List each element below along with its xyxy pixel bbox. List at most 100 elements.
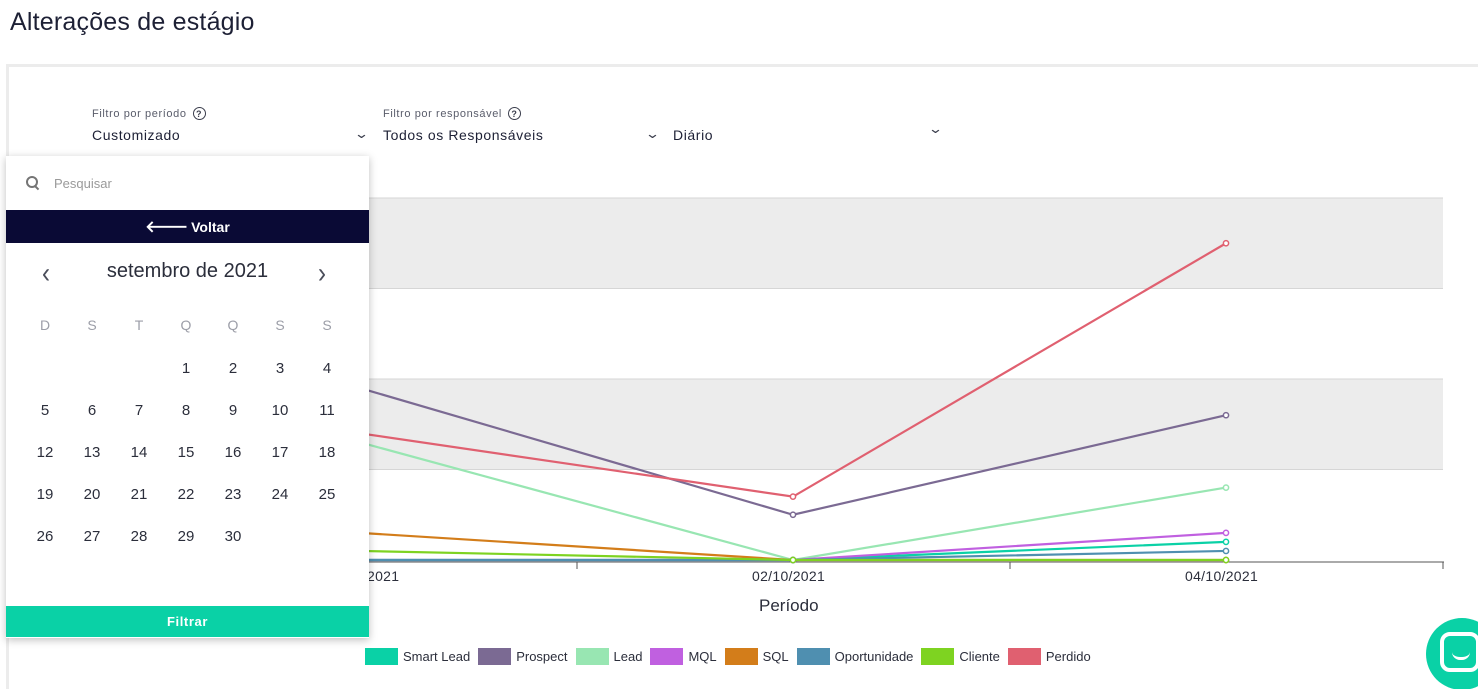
weekday-header: Q	[227, 317, 239, 333]
weekday-header: Q	[180, 317, 192, 333]
series-perdido	[359, 239, 1230, 500]
legend-swatch	[478, 648, 512, 665]
calendar-day[interactable]: 8	[181, 402, 191, 419]
series-prospect	[359, 386, 1230, 519]
period-filter-value[interactable]: Customizado	[92, 127, 181, 143]
calendar-day[interactable]: 3	[275, 360, 285, 377]
calendar-day[interactable]: 29	[177, 528, 195, 545]
responsible-filter-value[interactable]: Todos os Responsáveis	[383, 127, 544, 143]
responsible-filter-label: Filtro por responsável	[383, 107, 502, 120]
legend-item[interactable]: Lead	[575, 648, 643, 665]
period-filter-label: Filtro por período	[92, 107, 187, 120]
legend-item[interactable]: MQL	[650, 648, 717, 665]
calendar-day[interactable]: 11	[319, 402, 335, 419]
back-button[interactable]: 🡐 Voltar	[6, 210, 369, 243]
chevron-right-icon[interactable]: ›	[318, 257, 326, 290]
data-point[interactable]	[1222, 529, 1230, 537]
calendar-day[interactable]: 12	[36, 444, 54, 461]
legend-label: Lead	[613, 649, 643, 664]
chevron-left-icon[interactable]: ‹	[42, 257, 50, 290]
chevron-down-icon[interactable]: ⌄	[644, 126, 661, 141]
data-point[interactable]	[1222, 547, 1230, 555]
calendar-day[interactable]: 27	[83, 528, 101, 545]
calendar-day[interactable]: 16	[224, 444, 242, 461]
calendar-day[interactable]: 7	[134, 402, 144, 419]
calendar-day[interactable]: 24	[271, 486, 289, 503]
legend-swatch	[575, 648, 609, 665]
calendar-day[interactable]: 30	[224, 528, 242, 545]
month-navigation: ‹ setembro de 2021 ›	[6, 254, 369, 294]
chevron-down-icon[interactable]: ⌄	[927, 121, 944, 136]
search-input[interactable]	[54, 175, 334, 191]
legend-label: Perdido	[1045, 649, 1091, 664]
calendar-day[interactable]: 9	[228, 402, 238, 419]
question-circle-icon[interactable]: ?	[507, 107, 521, 120]
weekday-header: S	[322, 317, 332, 333]
calendar-day[interactable]: 17	[271, 444, 289, 461]
data-point[interactable]	[1222, 556, 1230, 564]
chart-grid	[150, 197, 1443, 560]
date-picker-popup: 🡐 Voltar ‹ setembro de 2021 › DSTQQSS123…	[6, 156, 369, 638]
calendar-day[interactable]: 21	[130, 486, 148, 503]
legend-item[interactable]: Smart Lead	[365, 648, 470, 665]
calendar-day[interactable]: 13	[83, 444, 101, 461]
legend-item[interactable]: Oportunidade	[796, 648, 913, 665]
data-point[interactable]	[1222, 239, 1230, 247]
calendar-day[interactable]: 15	[177, 444, 195, 461]
legend-swatch	[365, 648, 398, 665]
calendar-day[interactable]: 1	[181, 360, 191, 377]
legend-label: Cliente	[959, 649, 1000, 664]
calendar-day[interactable]: 19	[36, 486, 54, 503]
search-icon	[26, 176, 40, 190]
x-axis-title: Período	[759, 596, 819, 615]
chart-legend: Smart Lead Prospect Lead MQL SQL Oportunidade…	[365, 648, 1099, 665]
calendar-day[interactable]: 10	[271, 402, 289, 419]
calendar-day[interactable]: 22	[177, 486, 195, 503]
x-tick-label: 02/10/2021	[752, 568, 826, 584]
chat-widget-button[interactable]	[1426, 618, 1478, 689]
legend-swatch	[1007, 648, 1041, 665]
month-title: setembro de 2021	[106, 260, 269, 282]
calendar-day[interactable]: 4	[322, 360, 332, 377]
search-row	[6, 156, 369, 210]
data-point[interactable]	[1222, 484, 1230, 491]
filter-apply-button[interactable]: Filtrar	[6, 606, 369, 637]
calendar-day[interactable]: 14	[130, 444, 148, 461]
weekday-header: T	[134, 317, 144, 333]
chevron-down-icon[interactable]: ⌄	[353, 126, 370, 141]
calendar-day[interactable]: 5	[40, 402, 50, 419]
legend-label: MQL	[688, 649, 717, 664]
data-point[interactable]	[789, 493, 797, 500]
legend-item[interactable]: Prospect	[478, 648, 568, 665]
calendar-day[interactable]: 18	[318, 444, 336, 461]
responsible-filter[interactable]: Filtro por responsável ? Todos os Respon…	[383, 107, 658, 143]
data-point[interactable]	[789, 511, 797, 519]
legend-swatch	[921, 648, 955, 665]
calendar-day[interactable]: 25	[318, 486, 336, 503]
granularity-filter-value[interactable]: Diário	[673, 127, 714, 143]
data-point[interactable]	[789, 556, 797, 564]
calendar-day[interactable]: 6	[87, 402, 97, 419]
weekday-header: S	[87, 317, 97, 333]
weekday-header: S	[275, 317, 285, 333]
data-point[interactable]	[1222, 538, 1230, 546]
period-filter[interactable]: Filtro por período ? Customizado	[92, 107, 367, 143]
granularity-filter[interactable]: Diário	[673, 107, 943, 143]
calendar-day[interactable]: 23	[224, 486, 242, 503]
series-cliente	[359, 549, 1230, 564]
legend-label: SQL	[762, 649, 789, 664]
data-point[interactable]	[1222, 411, 1230, 419]
calendar-day[interactable]: 28	[130, 528, 148, 545]
calendar-day[interactable]: 2	[228, 360, 238, 377]
legend-label: Prospect	[516, 649, 568, 664]
calendar-day[interactable]: 26	[36, 528, 54, 545]
question-circle-icon[interactable]: ?	[192, 107, 206, 120]
legend-swatch	[724, 648, 758, 665]
page-title: Alterações de estágio	[10, 8, 255, 36]
calendar-day[interactable]: 20	[83, 486, 101, 503]
legend-swatch	[650, 648, 684, 665]
legend-item[interactable]: SQL	[724, 648, 789, 665]
legend-item[interactable]: Perdido	[1007, 648, 1091, 665]
legend-item[interactable]: Cliente	[921, 648, 1000, 665]
